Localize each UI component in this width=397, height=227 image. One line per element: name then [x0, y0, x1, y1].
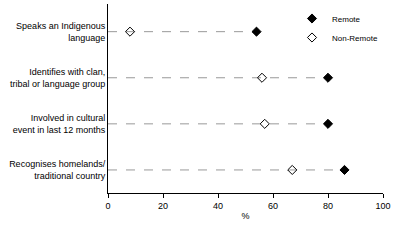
svg-text:Recognises homelands/tradition: Recognises homelands/traditional country: [9, 159, 106, 181]
svg-text:80: 80: [323, 201, 333, 211]
svg-text:Speaks an Indigenouslanguage: Speaks an Indigenouslanguage: [16, 21, 106, 43]
svg-text:40: 40: [213, 201, 223, 211]
svg-text:Identifies with clan,tribal or: Identifies with clan,tribal or language …: [10, 67, 105, 89]
svg-text:0: 0: [105, 201, 110, 211]
svg-text:%: %: [241, 211, 249, 221]
svg-text:60: 60: [268, 201, 278, 211]
svg-text:Non-Remote: Non-Remote: [332, 34, 378, 43]
svg-text:Involved in culturalevent in l: Involved in culturalevent in last 12 mon…: [13, 113, 106, 135]
svg-text:100: 100: [375, 201, 390, 211]
svg-text:20: 20: [158, 201, 168, 211]
svg-text:Remote: Remote: [332, 15, 361, 24]
